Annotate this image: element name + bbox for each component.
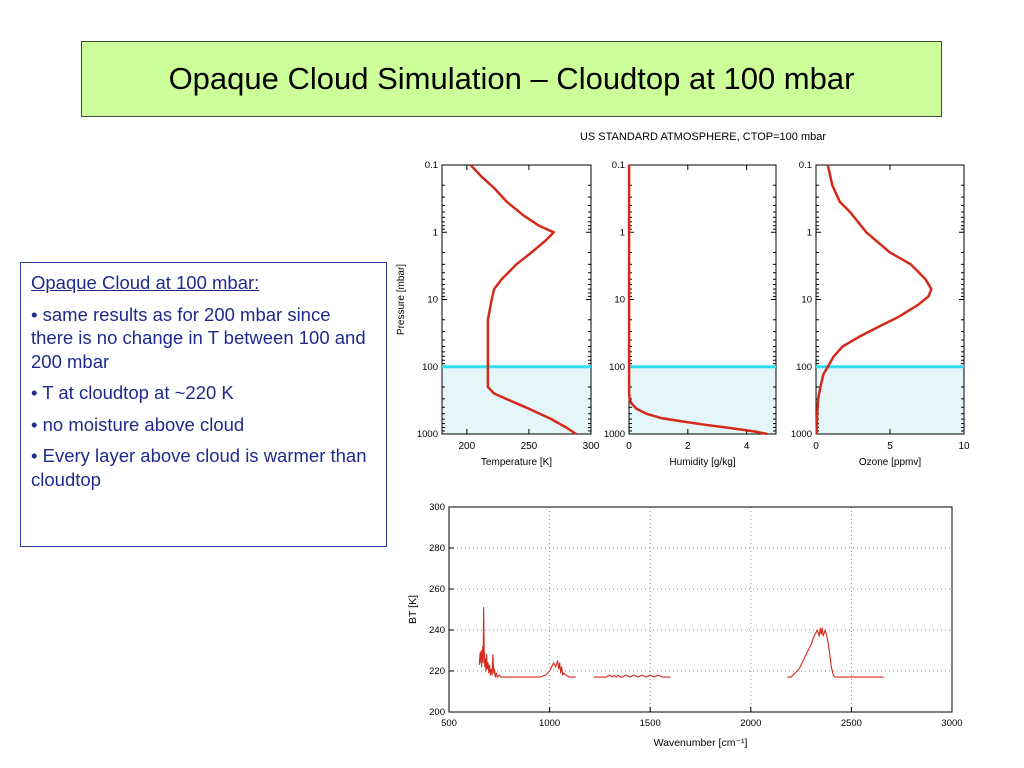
x-tick-label: 250 [521, 441, 538, 452]
x-tick-label: 0 [813, 441, 819, 452]
x-tick-label: 2500 [841, 718, 862, 729]
profile-line [815, 164, 933, 435]
y-tick-label: 300 [429, 502, 445, 513]
figure-title: US STANDARD ATMOSPHERE, CTOP=100 mbar [580, 131, 826, 143]
cloud-region [816, 366, 964, 434]
x-axis-label: Ozone [ppmv] [859, 457, 921, 468]
slide-title: Opaque Cloud Simulation – Cloudtop at 10… [168, 61, 855, 96]
y-tick-label: 240 [429, 625, 445, 636]
x-tick-label: 10 [958, 441, 970, 452]
x-tick-label: 3000 [941, 718, 962, 729]
x-tick-label: 200 [458, 441, 475, 452]
y-tick-label: 10 [427, 295, 438, 306]
notes-bullet: • no moisture above cloud [31, 413, 245, 435]
x-tick-label: 2000 [740, 718, 761, 729]
y-tick-label: 1 [433, 227, 438, 238]
x-tick-label: 300 [583, 441, 600, 452]
y-tick-label: 1000 [604, 429, 625, 440]
x-tick-label: 2 [685, 441, 691, 452]
y-tick-label: 1000 [791, 429, 812, 440]
y-tick-label: 100 [796, 362, 812, 373]
profile-line [627, 165, 768, 436]
y-tick-label: 280 [429, 543, 445, 554]
y-tick-label: 0.1 [612, 160, 625, 171]
y-tick-label: 100 [422, 362, 438, 373]
notes-bullet: • Every layer above cloud is warmer than… [31, 445, 367, 490]
x-tick-label: 1000 [539, 718, 560, 729]
y-axis-label: Pressure [mbar] [396, 264, 407, 335]
y-tick-label: 200 [429, 707, 445, 718]
x-axis-label: Temperature [K] [481, 457, 552, 468]
y-tick-label: 1000 [417, 429, 438, 440]
cloud-region [442, 366, 591, 434]
notes-bullet: • same results as for 200 mbar since the… [31, 303, 366, 372]
spectrum-line [478, 606, 510, 678]
y-tick-label: 0.1 [799, 160, 812, 171]
x-axis-label: Wavenumber [cm⁻¹] [654, 737, 748, 749]
x-tick-label: 1500 [640, 718, 661, 729]
y-tick-label: 1 [620, 227, 625, 238]
x-tick-label: 5 [887, 441, 893, 452]
y-tick-label: 220 [429, 666, 445, 677]
cloud-region [629, 366, 776, 434]
x-axis-label: Humidity [g/kg] [669, 457, 735, 468]
y-axis-label: BT [K] [407, 595, 419, 624]
spectrum-line [593, 674, 671, 678]
notes-heading: Opaque Cloud at 100 mbar: [31, 272, 260, 293]
spectrum-line [509, 660, 576, 678]
plot-frame [448, 506, 953, 713]
y-tick-label: 260 [429, 584, 445, 595]
notes-box: Opaque Cloud at 100 mbar: • same results… [20, 262, 387, 547]
slide-title-box: Opaque Cloud Simulation – Cloudtop at 10… [81, 41, 942, 117]
spectrum-line [787, 627, 884, 678]
notes-bullet: • T at cloudtop at ~220 K [31, 382, 234, 403]
y-tick-label: 0.1 [425, 160, 438, 171]
y-tick-label: 10 [614, 295, 625, 306]
x-tick-label: 500 [441, 718, 457, 729]
y-tick-label: 10 [801, 295, 812, 306]
y-tick-label: 100 [609, 362, 625, 373]
x-tick-label: 4 [744, 441, 750, 452]
x-tick-label: 0 [626, 441, 632, 452]
y-tick-label: 1 [807, 227, 812, 238]
profile-line [469, 164, 577, 436]
